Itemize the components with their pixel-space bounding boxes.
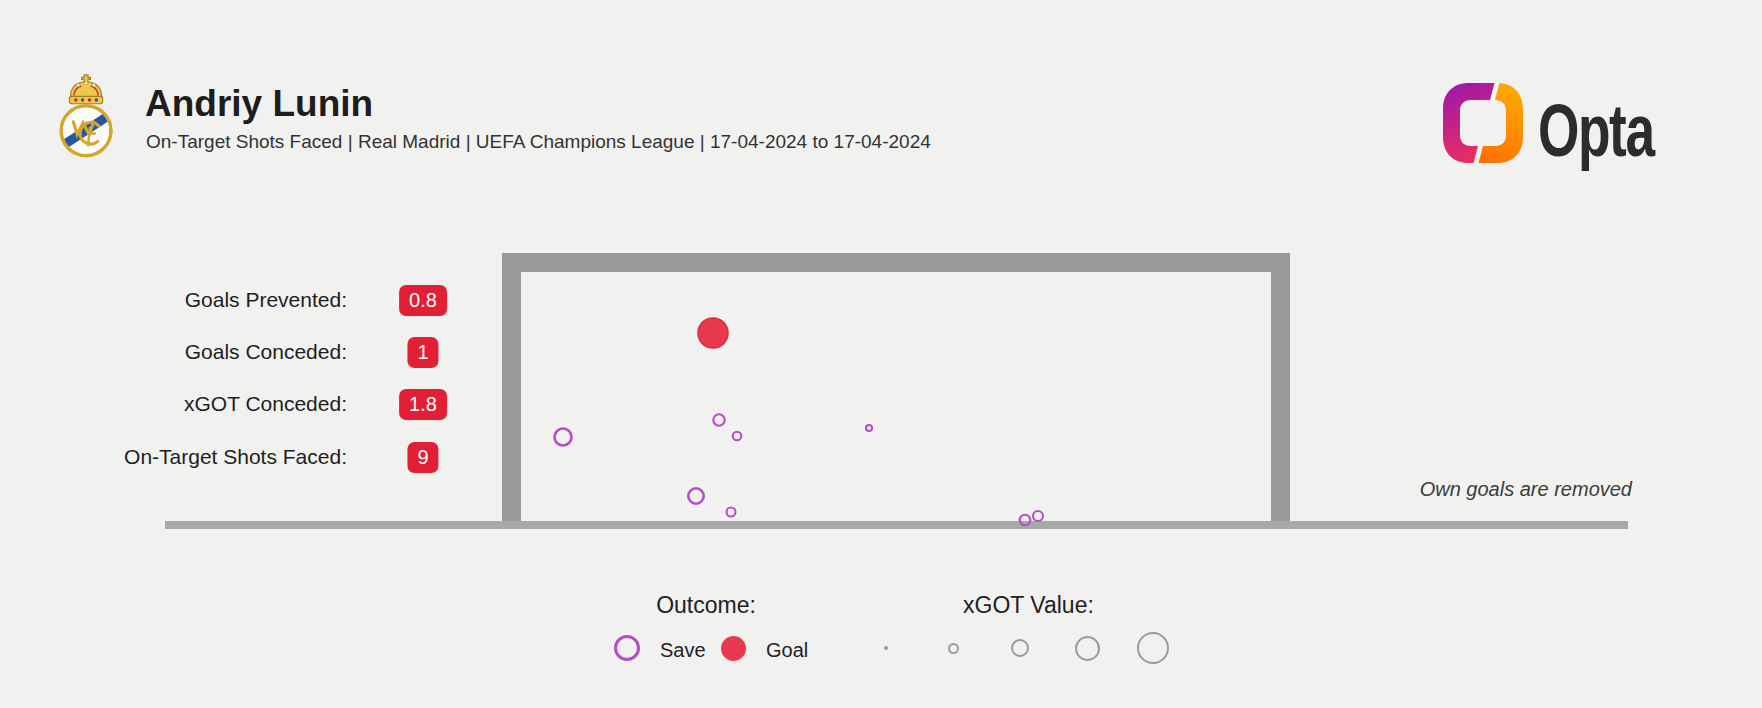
shot-save	[866, 425, 872, 431]
shot-save	[688, 488, 703, 503]
shot-save	[727, 508, 736, 517]
legend-save-label: Save	[660, 637, 706, 663]
shot-save	[555, 429, 572, 446]
save-legend-icon	[614, 635, 640, 661]
xgot-size-icon-4	[1075, 636, 1100, 661]
xgot-size-icon-3	[1011, 639, 1029, 657]
shot-save	[1020, 515, 1031, 526]
shot-save	[733, 432, 742, 441]
goal-legend-icon	[721, 636, 746, 661]
xgot-size-icon-5	[1137, 632, 1169, 664]
shot-save	[713, 414, 724, 425]
own-goals-note: Own goals are removed	[1232, 478, 1632, 501]
shot-map	[0, 0, 1762, 708]
legend-outcome-label: Outcome:	[606, 592, 806, 619]
xgot-size-icon-2	[948, 643, 959, 654]
shot-goal	[698, 318, 728, 348]
xgot-size-icon-1	[884, 646, 888, 650]
shot-save	[1033, 511, 1043, 521]
legend-xgot-label: xGOT Value:	[963, 592, 1094, 619]
legend-goal-label: Goal	[766, 637, 808, 663]
